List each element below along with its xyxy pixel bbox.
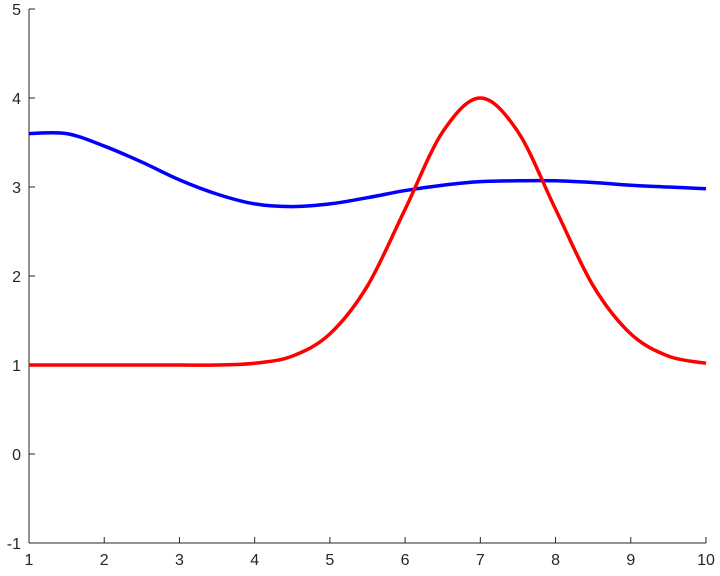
y-tick-label: 2 — [12, 269, 21, 286]
y-tick-label: 3 — [12, 180, 21, 197]
y-tick-label: 1 — [12, 358, 21, 375]
x-tick-label: 6 — [401, 552, 410, 569]
line-series — [28, 130, 707, 209]
line-series — [29, 96, 707, 367]
x-tick-label: 2 — [100, 552, 109, 569]
x-tick-label: 4 — [250, 552, 259, 569]
y-tick-label: 5 — [12, 2, 21, 19]
x-tick-label: 5 — [325, 552, 334, 569]
x-tick-label: 8 — [551, 552, 560, 569]
x-tick-label: 9 — [626, 552, 635, 569]
y-tick-label: 0 — [12, 447, 21, 464]
x-tick-label: 1 — [25, 552, 34, 569]
x-tick-label: 3 — [175, 552, 184, 569]
x-tick-label: 7 — [476, 552, 485, 569]
y-tick-label: 4 — [12, 91, 21, 108]
x-tick-label: 10 — [697, 552, 715, 569]
y-tick-label: -1 — [7, 536, 21, 553]
